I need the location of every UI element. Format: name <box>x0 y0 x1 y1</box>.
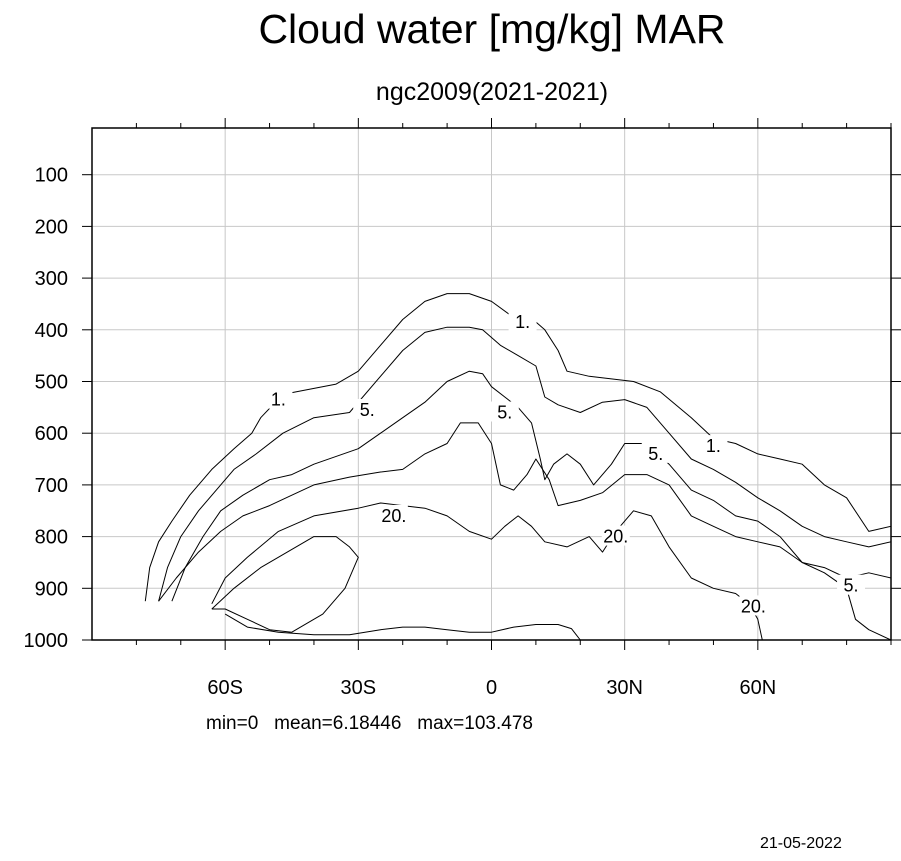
contour-label: 20. <box>381 506 406 526</box>
contour-label-bg <box>379 504 408 525</box>
contour-label-bg <box>353 398 382 419</box>
contour-label: 5. <box>648 444 663 464</box>
y-tick-label: 200 <box>35 216 68 238</box>
stats-min: min=0 <box>206 713 259 734</box>
contour-label-bg <box>699 435 728 456</box>
contour-label: 1. <box>515 312 530 332</box>
y-tick-label: 500 <box>35 372 68 394</box>
chart-subtitle: ngc2009(2021-2021) <box>375 78 609 106</box>
stats-max: max=103.478 <box>417 713 533 734</box>
y-tick-label: 700 <box>35 475 68 497</box>
date-stamp: 21-05-2022 <box>760 835 842 852</box>
y-tick-label: 300 <box>35 268 68 290</box>
contour-label-bg <box>641 442 670 463</box>
contour-label: 5. <box>844 576 859 596</box>
stats-line: min=0 mean=6.18446 max=103.478 <box>206 712 533 736</box>
contour-label: 5. <box>497 403 512 423</box>
y-tick-label: 900 <box>35 578 68 600</box>
contour-label-bg <box>837 574 866 595</box>
x-tick-label: 30S <box>341 677 377 699</box>
x-tick-label: 0 <box>486 677 497 699</box>
x-tick-label: 30N <box>606 677 643 699</box>
contour-line-1 <box>144 293 892 602</box>
contour-labels: 1. 1. 1. 5. 5. 5. 5. 20. 20. 20. <box>264 311 866 616</box>
y-tick-label: 400 <box>35 320 68 342</box>
x-tick-label: 60S <box>207 677 243 699</box>
contour-label: 20. <box>741 596 766 616</box>
contour-label: 20. <box>603 527 628 547</box>
stats-mean: mean=6.18446 <box>274 713 402 734</box>
contour-line-20 <box>211 536 359 633</box>
y-tick-label: 1000 <box>24 630 69 652</box>
x-tick-label: 60N <box>739 677 776 699</box>
contour-label: 1. <box>706 436 721 456</box>
chart-title: Cloud water [mg/kg] MAR <box>258 6 726 52</box>
contour-label-bg <box>264 388 293 409</box>
contour-line-20 <box>158 422 892 641</box>
y-tick-label: 600 <box>35 423 68 445</box>
gridlines <box>92 128 891 641</box>
contour-line-5 <box>158 326 892 602</box>
contour-label-bg <box>508 311 537 332</box>
contour-line-20 <box>224 613 581 641</box>
y-tick-label: 800 <box>35 527 68 549</box>
contour-line-5 <box>171 370 892 602</box>
contour-label: 5. <box>360 400 375 420</box>
contour-label-bg <box>490 401 519 422</box>
contour-line-20 <box>211 502 763 641</box>
axis-ticks: 60S 30S 0 30N 60N 100 200 300 400 500 600 700 800 900… <box>24 118 901 699</box>
contour-label-bg <box>739 595 768 616</box>
contour-label: 1. <box>271 390 286 410</box>
y-tick-label: 100 <box>35 165 68 187</box>
contour-label-bg <box>601 525 630 546</box>
